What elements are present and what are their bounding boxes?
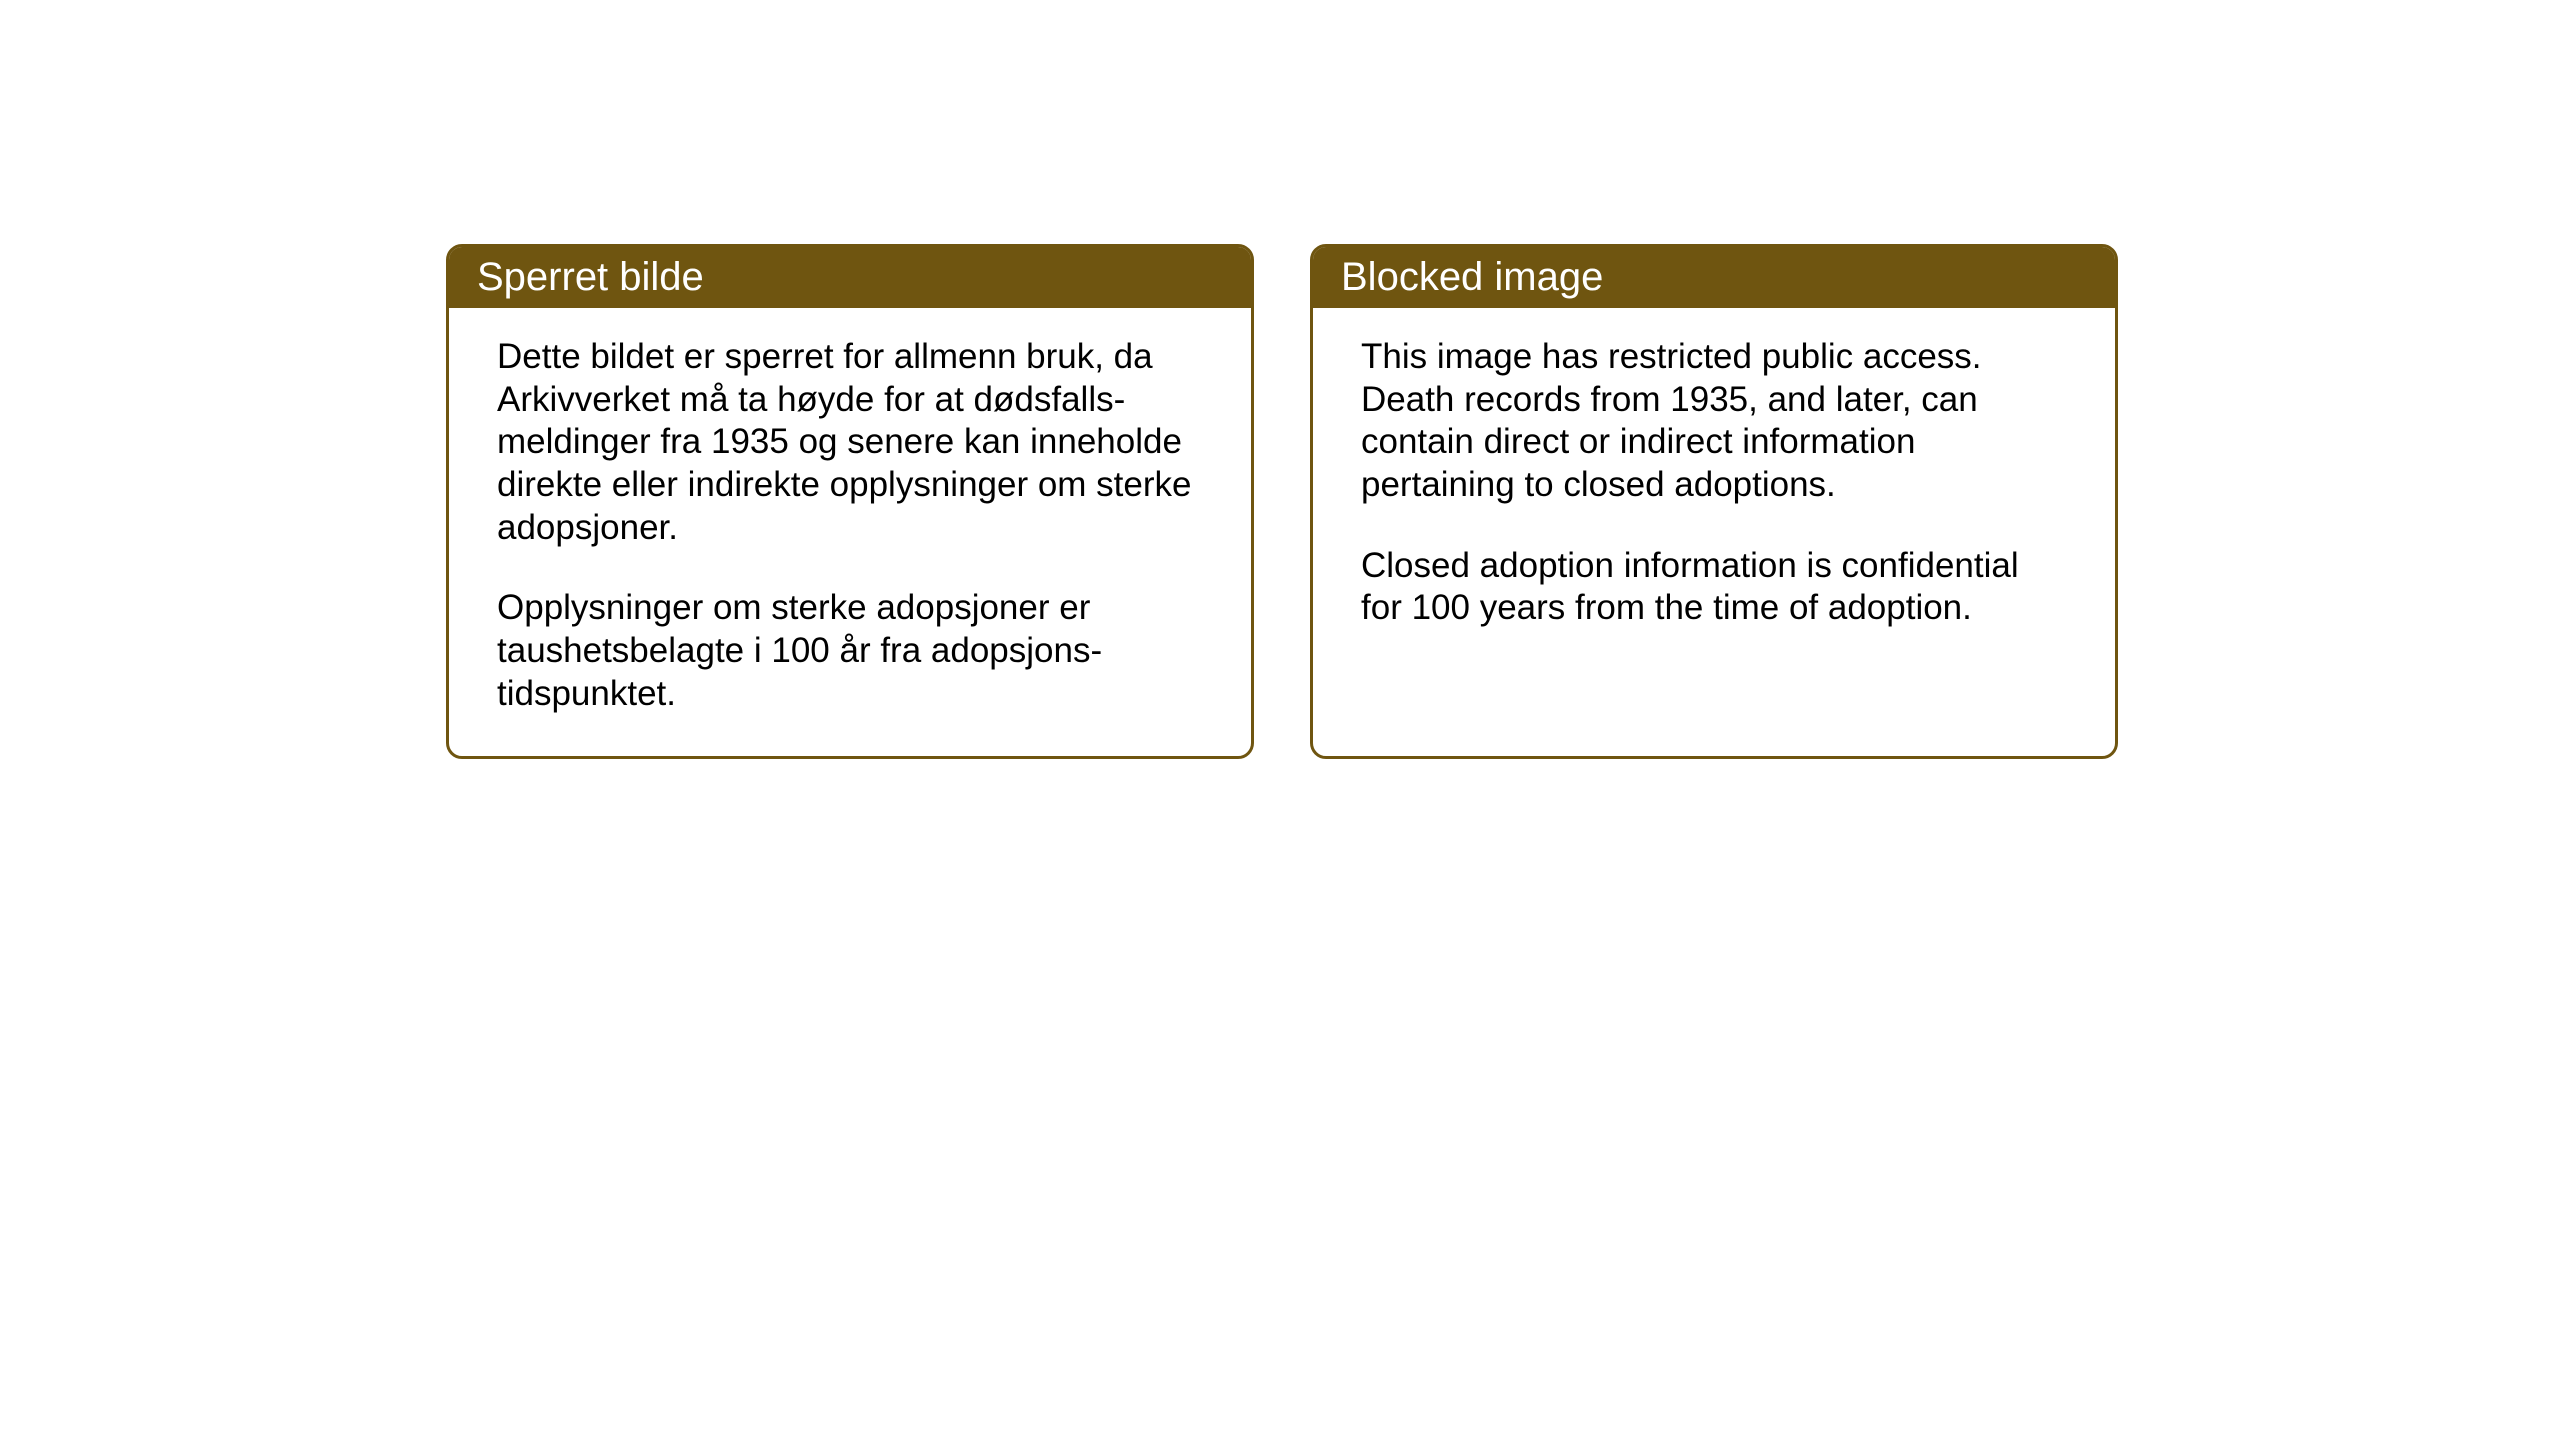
norwegian-card-header: Sperret bilde [449,247,1251,308]
notice-cards-container: Sperret bilde Dette bildet er sperret fo… [446,244,2118,759]
english-paragraph-2: Closed adoption information is confident… [1361,545,2067,630]
english-notice-card: Blocked image This image has restricted … [1310,244,2118,759]
english-card-body: This image has restricted public access.… [1313,308,2115,670]
norwegian-notice-card: Sperret bilde Dette bildet er sperret fo… [446,244,1254,759]
english-paragraph-1: This image has restricted public access.… [1361,336,2067,507]
english-card-header: Blocked image [1313,247,2115,308]
english-card-title: Blocked image [1341,255,1603,299]
norwegian-card-body: Dette bildet er sperret for allmenn bruk… [449,308,1251,756]
norwegian-paragraph-1: Dette bildet er sperret for allmenn bruk… [497,336,1203,549]
norwegian-paragraph-2: Opplysninger om sterke adopsjoner er tau… [497,587,1203,715]
norwegian-card-title: Sperret bilde [477,255,704,299]
